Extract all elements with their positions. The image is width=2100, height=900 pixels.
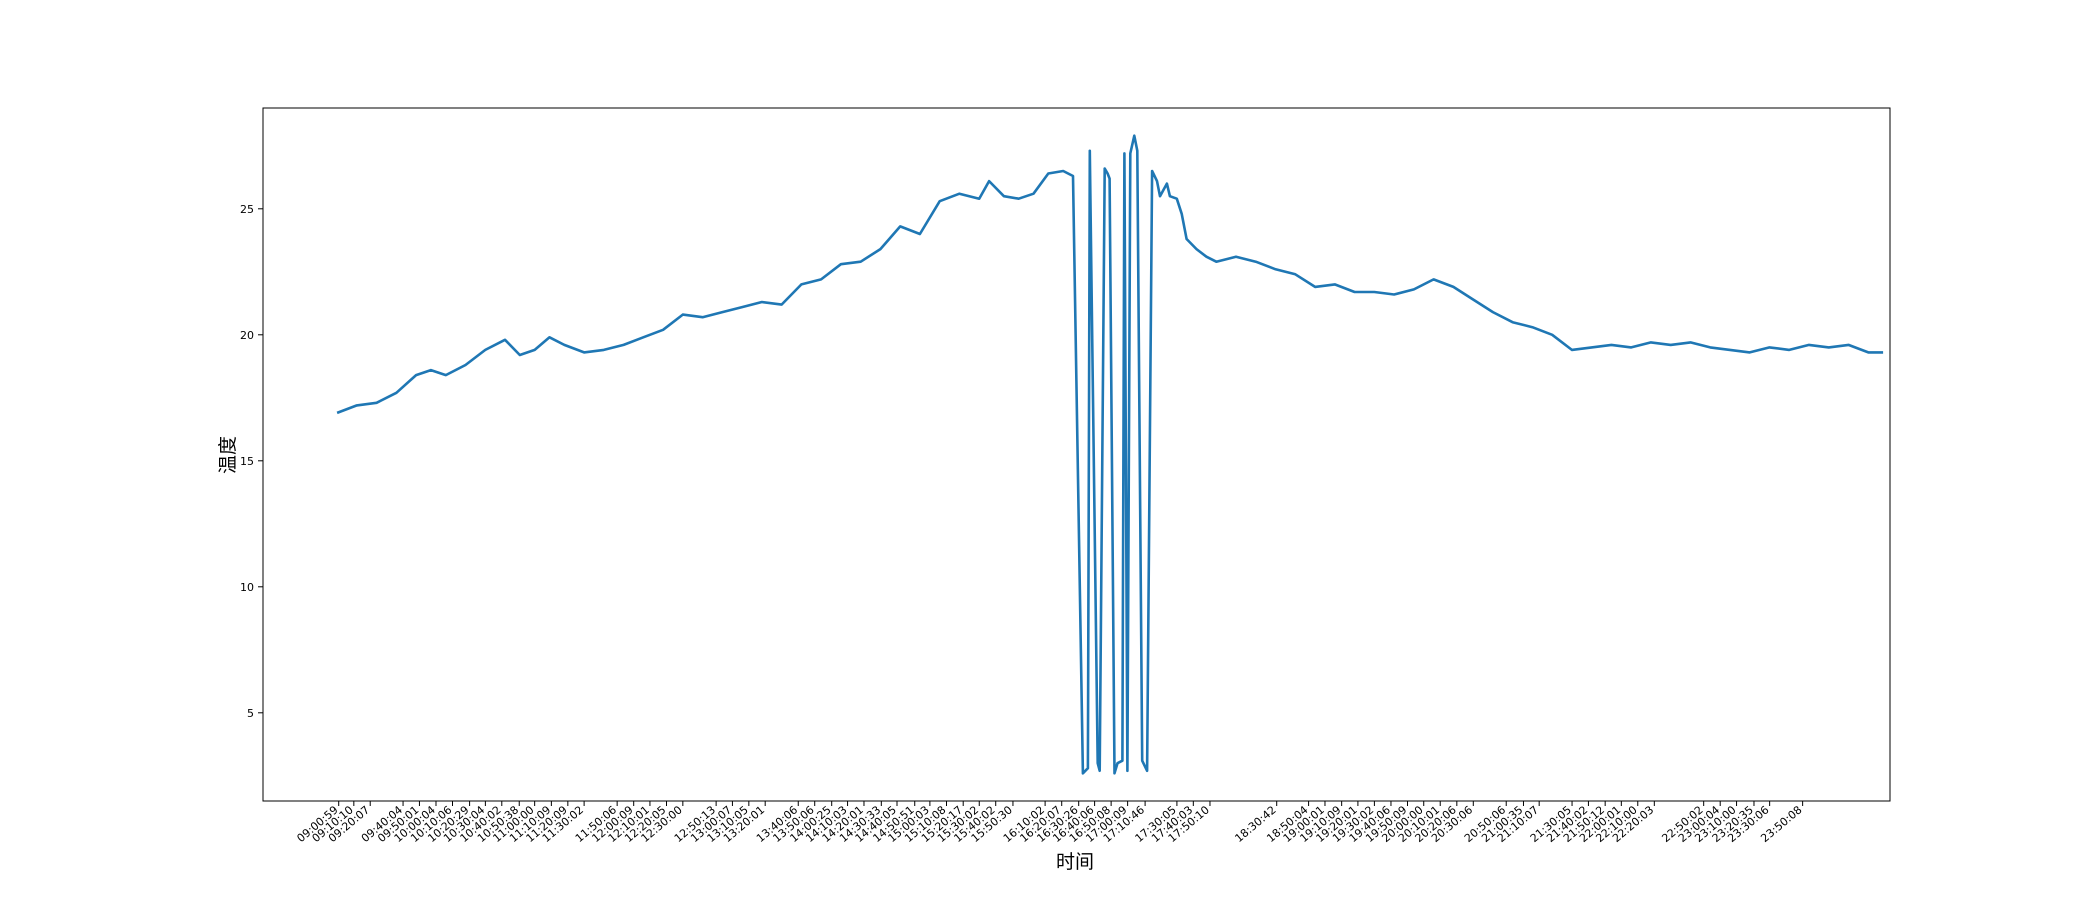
y-axis-ticks: 5 10 15 20 25 xyxy=(240,203,263,720)
temperature-series-line xyxy=(336,134,1884,775)
x-axis-label: 时间 xyxy=(1056,851,1094,873)
series-layer xyxy=(336,134,1884,775)
y-tick-label: 10 xyxy=(240,581,254,594)
y-tick-label: 5 xyxy=(247,707,254,720)
plot-frame xyxy=(262,107,1891,802)
y-tick-label: 20 xyxy=(240,329,254,342)
y-tick-label: 25 xyxy=(240,203,254,216)
x-axis-ticks: 09:00:5909:10:1009:20:0709:40:0409:50:01… xyxy=(294,801,1805,845)
y-tick-label: 15 xyxy=(240,455,254,468)
y-axis-label: 温度 xyxy=(217,436,239,474)
